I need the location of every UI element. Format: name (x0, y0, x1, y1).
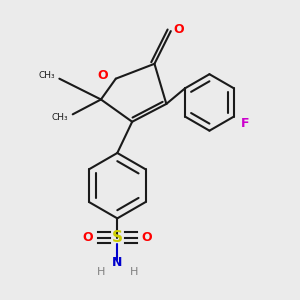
Text: S: S (112, 230, 123, 245)
Text: CH₃: CH₃ (52, 113, 68, 122)
Text: N: N (112, 256, 122, 269)
Text: O: O (142, 231, 152, 244)
Text: O: O (82, 231, 93, 244)
Text: CH₃: CH₃ (38, 71, 55, 80)
Text: H: H (130, 267, 138, 277)
Text: O: O (174, 23, 184, 36)
Text: F: F (241, 117, 250, 130)
Text: O: O (98, 69, 108, 82)
Text: H: H (97, 267, 105, 277)
